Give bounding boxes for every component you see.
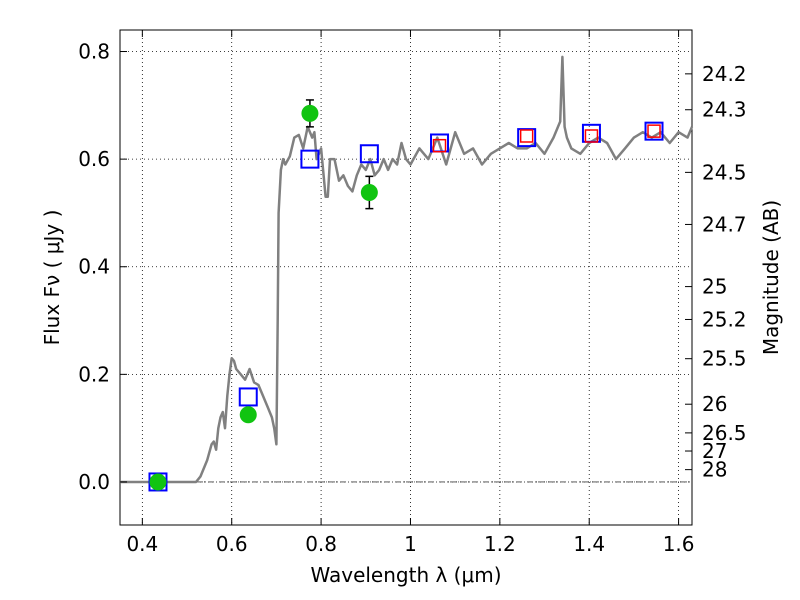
right-tick-label: 27	[702, 439, 727, 463]
sed-series	[120, 55, 694, 484]
right-tick-label: 25	[702, 275, 727, 299]
model-boxes-small	[432, 124, 661, 153]
right-tick-label: 24.7	[702, 212, 747, 236]
model-box-small	[584, 129, 599, 143]
model-box	[300, 149, 320, 169]
right-tick-label: 24.2	[702, 62, 747, 86]
y-tick-label: 0.6	[78, 147, 110, 171]
y-axis-ticks: 0.0 0.2 0.4 0.6 0.8	[78, 40, 127, 494]
y-tick-label: 0.0	[78, 470, 110, 494]
observed-point	[239, 406, 257, 424]
x-tick-label: 1.2	[484, 532, 516, 556]
right-tick-label: 24.3	[702, 98, 747, 122]
x-tick-label: 0.6	[216, 532, 248, 556]
model-box	[238, 387, 258, 407]
plot-area	[119, 29, 694, 526]
right-tick-label: 25.2	[702, 307, 747, 331]
y-tick-label: 0.8	[78, 40, 110, 64]
grid-lines	[120, 30, 692, 525]
x-tick-label: 1.4	[573, 532, 605, 556]
plot-frame	[119, 29, 693, 526]
model-box-small	[432, 138, 447, 153]
model-box-small	[647, 124, 661, 138]
right-tick-label: 25.5	[702, 347, 747, 371]
x-tick-label: 1	[404, 532, 417, 556]
x-tick-label: 1.6	[663, 532, 695, 556]
right-axis-label: Magnitude (AB)	[759, 200, 783, 355]
right-tick-label: 26.5	[702, 421, 747, 445]
model-box	[644, 121, 664, 141]
model-boxes	[148, 121, 664, 492]
y-tick-label: 0.4	[78, 255, 110, 279]
observed-point	[360, 183, 378, 201]
model-box-small	[519, 129, 534, 143]
observed-point	[301, 104, 319, 122]
model-box	[359, 144, 379, 164]
x-axis-ticks: 0.4 0.6 0.8 1 1.2 1.4 1.6	[126, 30, 695, 556]
right-tick-label: 28	[702, 458, 727, 482]
y-axis-label: Flux Fν ( μJy )	[40, 210, 64, 346]
sed-line	[120, 55, 694, 484]
observed-point	[149, 473, 167, 491]
right-tick-label: 26	[702, 392, 727, 416]
observed-points	[149, 99, 378, 491]
x-tick-label: 0.4	[126, 532, 158, 556]
model-box	[517, 128, 537, 148]
x-axis-label: Wavelength λ (μm)	[310, 563, 501, 587]
y-tick-label: 0.2	[78, 362, 110, 386]
x-tick-label: 0.8	[305, 532, 337, 556]
right-tick-label: 24.5	[702, 160, 747, 184]
